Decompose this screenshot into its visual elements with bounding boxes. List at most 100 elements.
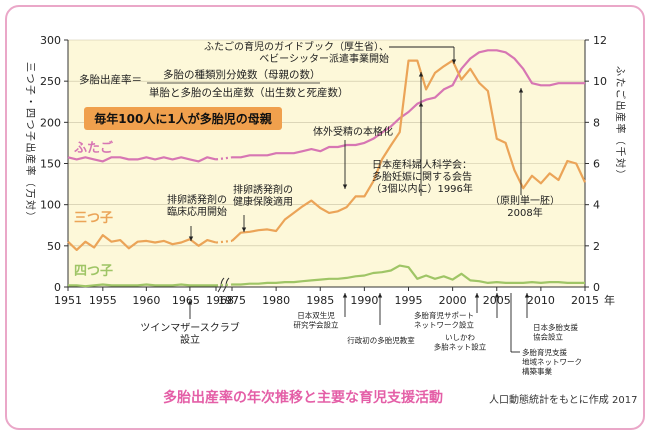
right-tick-label: 0 — [593, 281, 600, 294]
right-tick-label: 6 — [593, 158, 600, 171]
right-axis-title: 出 — [614, 101, 627, 111]
left-axis-title: 率 — [24, 166, 37, 176]
annotation-ovulation-insurance-arrow-head — [241, 227, 247, 232]
annotation-jsog-guideline: 日本産科婦人科学会： — [372, 158, 472, 171]
annotation-regional-network: 多胎育児支援 — [522, 347, 567, 357]
annotation-support-network: 多胎育児サポート — [414, 310, 474, 320]
annotation-jsog-guideline: 多胎妊娠に関する会告 — [372, 170, 472, 183]
x-tick-label: 1968 — [206, 294, 234, 307]
series-line-quadruplets — [232, 264, 585, 286]
right-tick-label: 4 — [593, 199, 600, 212]
right-tick-label: 8 — [593, 116, 600, 129]
x-axis-unit: 年 — [604, 293, 615, 307]
right-tick-label: 2 — [593, 240, 600, 253]
x-tick-label: 1955 — [89, 294, 117, 307]
annotation-jsog-arrow-top-head — [418, 72, 424, 77]
left-axis-title: 出 — [24, 143, 37, 153]
series-line-twins — [232, 49, 585, 159]
right-axis-title: た — [614, 78, 626, 88]
left-tick-label: 150 — [40, 158, 61, 171]
annotation-support-network-arrow-head — [474, 293, 480, 298]
x-tick-label: 1960 — [132, 294, 160, 307]
annotation-ishikawa: いしかわ — [445, 333, 475, 342]
left-axis-title: ・ — [24, 97, 35, 107]
x-tick-label: 1951 — [54, 294, 82, 307]
left-tick-label: 0 — [54, 281, 61, 294]
x-tick-label: 1965 — [172, 294, 200, 307]
x-tick-label: 1985 — [306, 294, 334, 307]
chart-caption: 多胎出産率の年次推移と主要な育児支援活動 — [163, 390, 443, 406]
highlight-text: 毎年100人に1人が多胎児の母親 — [94, 111, 271, 126]
annotation-ishikawa-arrow-head — [494, 293, 500, 298]
right-axis-title: 率 — [614, 124, 627, 134]
annotation-regional-network: 地域ネットワーク — [522, 357, 582, 367]
x-tick-label: 1980 — [262, 294, 290, 307]
left-axis-title: 子 — [24, 85, 36, 95]
left-axis-title: つ — [24, 74, 35, 84]
annotation-ovulation-clinical: 排卵誘発剤の — [167, 193, 227, 206]
annotation-twin-mothers: 設立 — [180, 333, 200, 346]
annotation-ivf-arrow-head — [342, 184, 348, 189]
annotation-single-embryo: （原則単一胚） — [490, 194, 560, 207]
annotation-japan-assoc: 日本多胎支援 — [533, 322, 578, 332]
right-axis-title: ご — [614, 89, 627, 99]
left-axis-title: （ — [24, 177, 36, 187]
annotation-single-embryo: 2008年 — [507, 206, 542, 219]
left-axis-title: 万 — [24, 189, 35, 199]
right-axis-title: 産 — [614, 112, 627, 122]
annotation-regional-network: 構築事業 — [522, 366, 552, 376]
left-tick-label: 200 — [40, 116, 61, 129]
highlight-box — [84, 107, 282, 130]
formula-denominator: 単胎と多胎の全出産数（出生数と死産数） — [149, 86, 349, 99]
formula-lhs: 多胎出産率＝ — [79, 73, 142, 86]
right-axis-title: ） — [614, 170, 626, 180]
left-axis-title: 子 — [24, 131, 36, 141]
left-axis-title: ） — [24, 212, 36, 222]
axis-break-mark — [217, 277, 225, 293]
annotation-twin-society-arrow-head — [342, 293, 348, 298]
axis-break-mark — [222, 277, 230, 293]
left-axis-title: 対 — [24, 200, 37, 210]
series-label: 三つ子 — [74, 211, 113, 226]
right-axis-title: 千 — [614, 147, 626, 157]
series-line-quadruplets — [68, 283, 216, 288]
annotation-twin-society: 研究学会設立 — [294, 320, 339, 330]
annotation-ovulation-clinical-arrow-head — [188, 236, 194, 241]
annotation-guidebook-arrow-head — [451, 59, 457, 64]
series-label: ふたご — [74, 140, 114, 156]
left-tick-label: 50 — [47, 240, 61, 253]
right-axis-title: ふ — [614, 66, 626, 76]
x-tick-label: 1975 — [218, 294, 246, 307]
right-tick-label: 12 — [593, 34, 607, 47]
x-tick-label: 1990 — [350, 294, 378, 307]
annotation-single-embryo-arrow-head — [518, 88, 524, 93]
annotation-support-network: ネットワーク設立 — [414, 320, 474, 330]
right-axis-title: 対 — [614, 158, 627, 168]
annotation-japan-assoc: 協会設立 — [533, 332, 563, 342]
series-label: 四つ子 — [74, 264, 113, 279]
annotation-twin-mothers-arrow-head — [187, 300, 193, 305]
annotation-ovulation-insurance: 健康保険適用 — [233, 195, 293, 208]
annotation-first-class: 行政初の多胎児教室 — [347, 335, 415, 345]
left-tick-label: 100 — [40, 199, 61, 212]
left-axis-title: 三 — [24, 62, 35, 72]
annotation-ivf: 体外受精の本格化 — [313, 125, 393, 138]
annotation-japan-assoc-arrow-head — [524, 293, 530, 298]
x-tick-label: 2010 — [527, 294, 555, 307]
annotation-guidebook: ふたごの育児のガイドブック（厚生省）、 — [204, 40, 389, 53]
annotation-first-class-arrow-head — [377, 293, 383, 298]
annotation-twin-society: 日本双生児 — [297, 310, 335, 320]
left-axis-title: つ — [24, 120, 35, 130]
x-tick-label: 2000 — [439, 294, 467, 307]
annotation-ishikawa: 多胎ネット設立 — [434, 342, 487, 352]
left-tick-label: 300 — [40, 34, 61, 47]
right-axis-title: （ — [614, 135, 626, 145]
annotation-ovulation-insurance: 排卵誘発剤の — [233, 183, 293, 196]
x-tick-label: 1995 — [395, 294, 423, 307]
series-line-triplets — [231, 59, 586, 242]
annotation-jsog-guideline: （3個以内に）1996年 — [371, 182, 473, 195]
left-axis-title: 産 — [24, 154, 37, 164]
series-line-twins — [67, 156, 217, 163]
left-tick-label: 250 — [40, 75, 61, 88]
